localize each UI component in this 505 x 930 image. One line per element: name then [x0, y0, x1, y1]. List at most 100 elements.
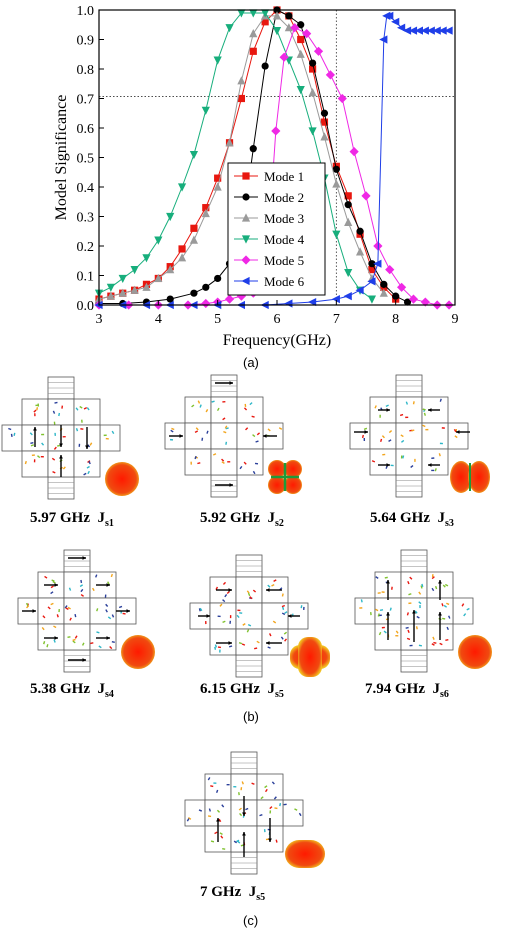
data-point	[284, 299, 293, 308]
current-vector	[431, 587, 435, 592]
caption-js2-sub: s2	[275, 518, 284, 529]
current-vector	[243, 461, 247, 465]
caption-js4-symbol: J	[97, 681, 106, 697]
current-vector	[69, 617, 72, 621]
caption-js5-sub: s5	[275, 689, 284, 700]
current-vector	[434, 468, 437, 472]
data-point	[402, 26, 412, 35]
current-arrowhead	[126, 609, 130, 613]
current-vector	[400, 434, 404, 438]
legend-entry: Mode 5	[234, 253, 304, 268]
antenna-cell	[395, 448, 423, 476]
current-vector	[111, 614, 115, 618]
current-vector	[10, 433, 13, 438]
current-vector	[50, 602, 54, 606]
current-vector	[389, 607, 392, 611]
legend-entry: Mode 6	[234, 274, 305, 289]
caption-js3-freq: 5.64 GHz	[370, 510, 430, 526]
current-vector	[47, 606, 51, 610]
radiation-lobe	[284, 460, 302, 478]
current-vector	[25, 602, 29, 607]
caption-js6-symbol: J	[432, 681, 441, 697]
current-vector	[52, 410, 56, 414]
current-vector	[439, 398, 442, 402]
current-vector	[195, 427, 199, 431]
antenna-cell	[73, 450, 101, 478]
current-vector	[62, 466, 66, 470]
antenna-cell	[63, 571, 91, 599]
current-arrowhead	[242, 832, 246, 836]
data-point	[201, 298, 211, 309]
current-vector	[444, 583, 449, 587]
radiation-pattern	[298, 637, 322, 677]
data-point	[379, 35, 388, 44]
antenna-cell	[421, 396, 449, 424]
current-vector	[222, 620, 226, 624]
current-vector	[90, 642, 94, 645]
current-vector	[72, 638, 76, 642]
data-point	[284, 23, 293, 32]
current-vector	[241, 781, 244, 785]
current-vector	[271, 781, 275, 785]
current-vector	[410, 465, 414, 468]
current-vector	[42, 615, 46, 619]
data-point	[249, 145, 257, 153]
caption-js1-freq: 5.97 GHz	[30, 510, 90, 526]
current-vector	[75, 428, 79, 432]
current-vector	[67, 606, 71, 610]
data-point	[279, 52, 289, 62]
data-point	[408, 26, 418, 35]
series-mode-4	[94, 9, 377, 304]
current-vector	[236, 614, 240, 619]
current-vector	[251, 415, 255, 418]
data-point	[367, 277, 376, 286]
caption-js5-symbol: J	[267, 681, 276, 697]
current-vector	[466, 607, 470, 611]
current-vector	[254, 647, 258, 650]
data-point	[177, 183, 187, 192]
current-vector	[80, 588, 84, 593]
antenna-cell	[184, 448, 212, 476]
current-vector	[211, 400, 215, 403]
current-vector	[221, 804, 225, 808]
current-arrowhead	[386, 580, 390, 584]
current-vector	[431, 576, 435, 580]
data-point	[249, 9, 258, 18]
antenna-cell	[73, 398, 101, 426]
current-vector	[86, 465, 90, 469]
current-vector	[24, 460, 27, 465]
current-vector	[298, 812, 302, 817]
current-vector	[239, 812, 243, 817]
current-vector	[44, 575, 48, 579]
current-vector	[264, 785, 268, 789]
legend-entry: Mode 3	[234, 211, 304, 226]
current-vector	[395, 630, 399, 634]
data-point	[349, 147, 359, 157]
current-vector	[414, 610, 418, 614]
current-vector	[407, 629, 410, 634]
y-tick-label: 0.4	[77, 181, 95, 196]
data-point	[313, 46, 324, 56]
panel-label-b: (b)	[243, 709, 259, 724]
antenna-cell	[63, 597, 91, 625]
data-point	[142, 254, 151, 263]
data-point	[332, 179, 341, 188]
panel-label-a: (a)	[243, 355, 259, 370]
antenna-cell	[209, 628, 237, 656]
current-vector	[252, 470, 256, 475]
current-vector	[379, 438, 383, 443]
current-vector	[245, 427, 249, 431]
antenna-cell	[236, 422, 264, 450]
current-vector	[208, 808, 211, 812]
current-vector	[110, 573, 113, 578]
antenna-cell	[421, 448, 449, 476]
current-vector	[207, 777, 211, 781]
antenna-cell	[184, 422, 212, 450]
current-vector	[446, 602, 450, 606]
current-vector	[454, 435, 458, 439]
caption-js3-sub: s3	[445, 518, 454, 529]
current-vector	[37, 455, 41, 459]
current-vector	[111, 640, 115, 643]
current-vector	[361, 434, 364, 439]
current-vector	[245, 807, 249, 811]
